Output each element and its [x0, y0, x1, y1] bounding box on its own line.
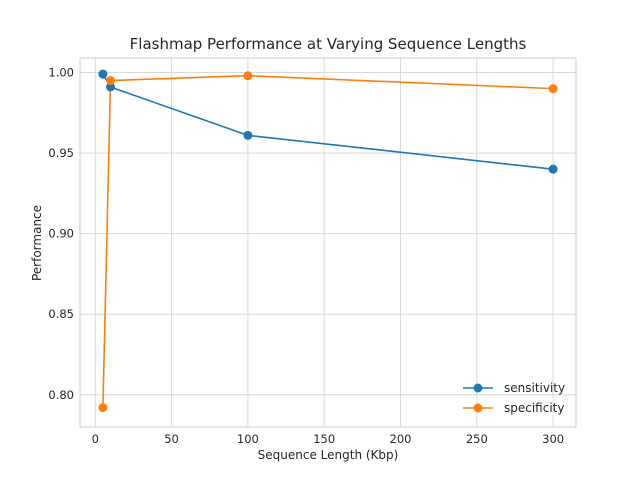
data-point-specificity — [106, 76, 116, 86]
series-line-specificity — [102, 74, 554, 408]
x-axis-ticks: 0 50 100 150 200 250 300 — [92, 432, 564, 446]
y-tick-label: 0.80 — [48, 388, 74, 402]
plot-frame — [79, 57, 577, 428]
legend: sensitivity specificity — [463, 381, 565, 415]
data-point-sensitivity — [548, 164, 558, 174]
x-tick-label: 250 — [466, 432, 488, 446]
data-point-specificity — [98, 403, 108, 413]
y-tick-label: 1.00 — [48, 66, 74, 80]
x-tick-label: 50 — [164, 432, 179, 446]
legend-marker-sensitivity — [473, 383, 483, 393]
x-tick-label: 300 — [542, 432, 564, 446]
y-tick-label: 0.90 — [48, 227, 74, 241]
x-tick-label: 200 — [390, 432, 412, 446]
plot-background — [80, 58, 576, 427]
chart-title: Flashmap Performance at Varying Sequence… — [130, 35, 527, 53]
y-tick-label: 0.95 — [48, 146, 74, 160]
x-tick-label: 0 — [92, 432, 99, 446]
y-axis-ticks: 0.80 0.85 0.90 0.95 1.00 — [48, 66, 74, 402]
y-tick-label: 0.85 — [48, 307, 74, 321]
x-axis-label: Sequence Length (Kbp) — [258, 448, 399, 462]
y-axis-label: Performance — [30, 205, 44, 281]
data-point-sensitivity — [106, 82, 116, 92]
series-points — [98, 69, 558, 413]
data-point-specificity — [548, 84, 558, 94]
x-tick-label: 150 — [313, 432, 335, 446]
data-point-specificity — [243, 71, 253, 81]
legend-label-sensitivity: sensitivity — [504, 381, 565, 395]
data-point-sensitivity — [243, 130, 253, 140]
grid — [80, 58, 576, 427]
data-point-sensitivity — [98, 69, 108, 79]
x-tick-label: 100 — [237, 432, 259, 446]
legend-marker-specificity — [473, 403, 483, 413]
legend-label-specificity: specificity — [504, 401, 564, 415]
